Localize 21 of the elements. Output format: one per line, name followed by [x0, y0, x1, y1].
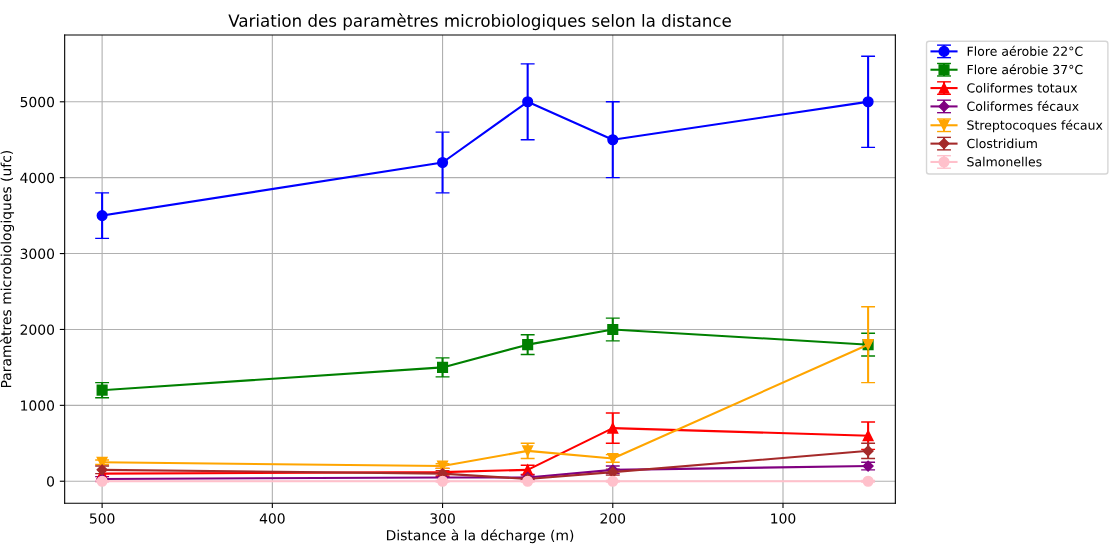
x-tick-label: 400	[259, 513, 285, 524]
x-tick-label: 100	[771, 513, 796, 524]
x-tick-label: 200	[600, 513, 626, 524]
y-tick-label: 1000	[21, 400, 55, 411]
x-axis-title: Distance à la décharge (m)	[386, 529, 574, 544]
y-tick-label: 5000	[20, 96, 55, 108]
x-tick-label: 300	[430, 513, 455, 524]
legend-label: Coliformes fécaux	[967, 100, 1079, 111]
legend-label: Flore aérobie 37°C	[967, 64, 1083, 75]
legend-label: Clostridium	[967, 138, 1037, 149]
legend-label: Coliformes totaux	[967, 82, 1078, 93]
legend-label: Streptocoques fécaux	[967, 119, 1103, 133]
legend-label: Flore aérobie 22°C	[967, 45, 1083, 56]
y-tick-label: 0	[47, 476, 55, 487]
y-tick-label: 4000	[20, 172, 55, 184]
legend-label: Salmonelles	[967, 156, 1042, 167]
y-axis-title: Paramètres microbiologiques (ufc)	[0, 150, 15, 388]
chart-title: Variation des paramètres microbiologiques selon la distance	[228, 13, 731, 31]
y-tick-label: 2000	[20, 324, 55, 335]
x-tick-label: 500	[89, 513, 115, 524]
y-tick-label: 3000	[20, 248, 55, 260]
